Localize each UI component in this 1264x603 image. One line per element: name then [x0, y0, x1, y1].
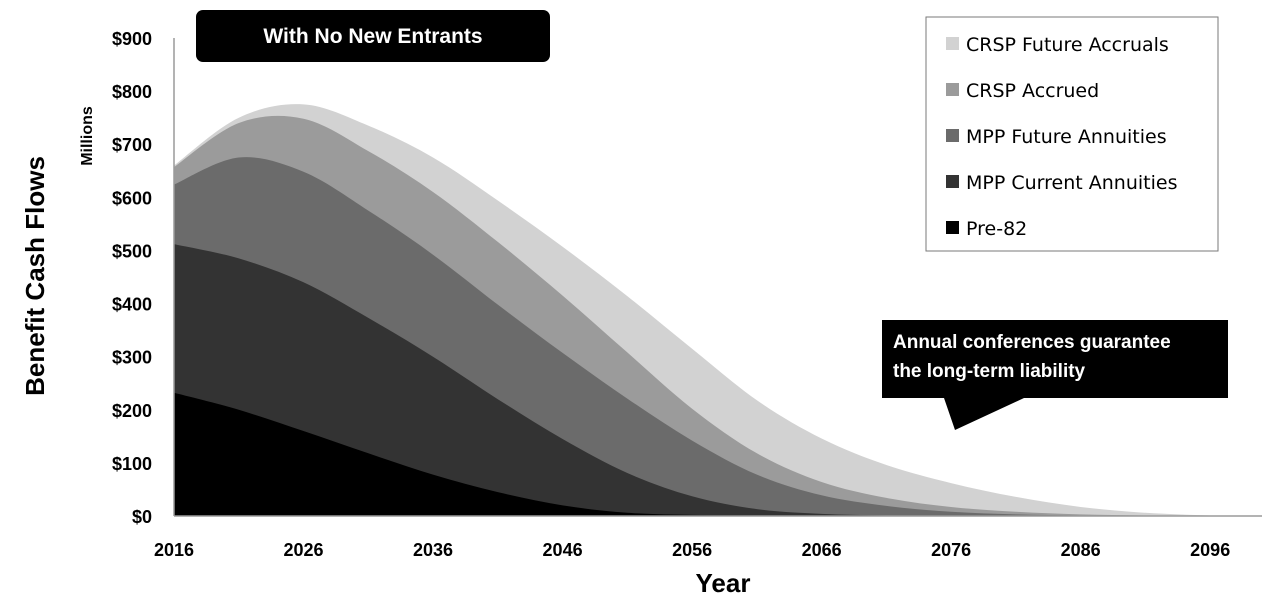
y-tick-label: $800: [112, 82, 152, 102]
y-axis-units: Millions: [79, 106, 96, 166]
x-tick-label: 2066: [802, 540, 842, 560]
x-tick-label: 2016: [154, 540, 194, 560]
legend-swatch: [946, 129, 959, 142]
y-tick-label: $500: [112, 241, 152, 261]
annotation-line-1: Annual conferences guarantee: [893, 332, 1171, 353]
x-tick-label: 2076: [931, 540, 971, 560]
x-tick-label: 2056: [672, 540, 712, 560]
y-tick-label: $400: [112, 295, 152, 315]
x-axis-title: Year: [696, 568, 751, 598]
x-tick-label: 2096: [1190, 540, 1230, 560]
y-tick-label: $700: [112, 135, 152, 155]
annotation-line-2: the long-term liability: [893, 361, 1086, 382]
title-box: With No New Entrants: [196, 10, 550, 62]
x-tick-label: 2026: [284, 540, 324, 560]
legend-label: CRSP Accrued: [966, 80, 1099, 102]
y-tick-labels: $0 $100 $200 $300 $400 $500 $600 $700 $800 $900: [112, 29, 152, 527]
y-tick-label: $300: [112, 348, 152, 368]
x-tick-label: 2046: [543, 540, 583, 560]
y-tick-label: $200: [112, 401, 152, 421]
legend-label: MPP Current Annuities: [966, 172, 1177, 194]
legend-label: Pre-82: [966, 218, 1027, 240]
legend: CRSP Future Accruals CRSP Accrued MPP Futu…: [925, 16, 1219, 252]
y-tick-label: $600: [112, 188, 152, 208]
annotation-callout: Annual conferences guarantee the long-te…: [882, 320, 1228, 430]
y-tick-label: $0: [132, 507, 152, 527]
area-pre-82: [174, 392, 1262, 517]
legend-swatch: [946, 175, 959, 188]
stacked-areas: [174, 104, 1262, 517]
x-tick-labels: 2016 2026 2036 2046 2056 2066 2076 2086 2096: [154, 540, 1230, 560]
legend-swatch: [946, 221, 959, 234]
legend-swatch: [946, 83, 959, 96]
y-tick-label: $100: [112, 454, 152, 474]
legend-label: CRSP Future Accruals: [966, 34, 1169, 56]
area-mpp-current-annuities: [174, 244, 1262, 517]
chart-title: With No New Entrants: [263, 25, 482, 48]
y-axis-title: Benefit Cash Flows: [20, 156, 50, 396]
legend-swatch: [946, 37, 959, 50]
y-tick-label: $900: [112, 29, 152, 49]
x-tick-label: 2086: [1061, 540, 1101, 560]
x-tick-label: 2036: [413, 540, 453, 560]
legend-label: MPP Future Annuities: [966, 126, 1167, 148]
